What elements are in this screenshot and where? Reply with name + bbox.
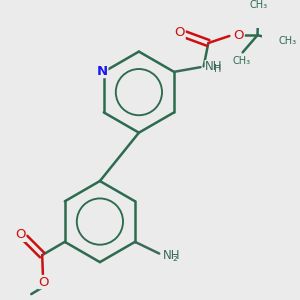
Text: H: H [214,64,221,74]
Text: NH: NH [205,60,222,73]
Text: CH₃: CH₃ [232,56,250,66]
Text: NH: NH [163,249,181,262]
Text: O: O [38,275,49,289]
Text: CH₃: CH₃ [249,0,267,10]
Text: O: O [234,29,244,42]
Text: CH₃: CH₃ [278,36,297,46]
Text: N: N [97,64,108,78]
Text: O: O [175,26,185,39]
Text: ₂: ₂ [172,251,177,264]
Text: O: O [15,228,26,241]
